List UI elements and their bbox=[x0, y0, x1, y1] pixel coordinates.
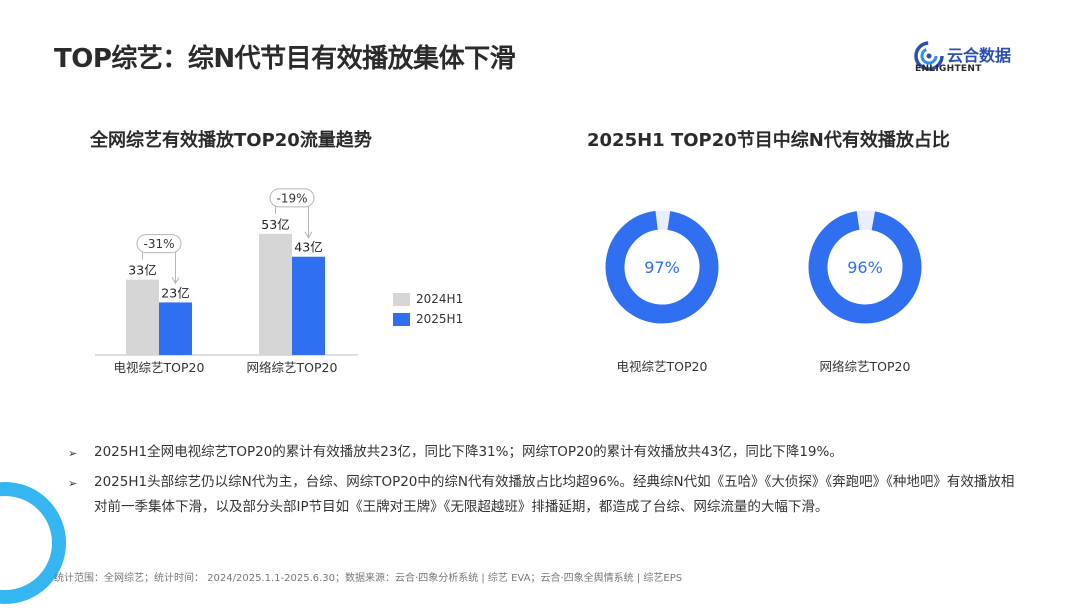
decorative-ring bbox=[0, 482, 66, 604]
legend-label: 2025H1 bbox=[416, 312, 464, 326]
legend-swatch-blue bbox=[393, 312, 410, 326]
donut-category-label: 网络综艺TOP20 bbox=[820, 359, 911, 374]
summary-bullets: ➢ 2025H1全网电视综艺TOP20的累计有效播放共23亿，同比下降31%；网… bbox=[68, 440, 1018, 524]
bullet-text: 2025H1头部综艺仍以综N代为主，台综、网综TOP20中的综N代有效播放占比均… bbox=[94, 474, 1015, 515]
bullet-arrow-icon: ➢ bbox=[68, 477, 78, 490]
category-tick-label: 电视综艺TOP20 bbox=[114, 360, 205, 375]
bar-2024H1-1 bbox=[259, 233, 292, 355]
bar-value-label: 23亿 bbox=[161, 285, 189, 300]
donut-charts: 97% 电视综艺TOP20 96% 网络综艺TOP20 bbox=[605, 210, 922, 374]
bar-chart-legend: 2024H1 2025H1 bbox=[393, 292, 463, 332]
change-bubble bbox=[136, 234, 182, 254]
category-tick-label: 网络综艺TOP20 bbox=[247, 360, 338, 375]
donut-value-label: 96% bbox=[847, 258, 883, 277]
logo-name-cn: 云合数据 bbox=[947, 46, 1012, 65]
bullet-text: 2025H1全网电视综艺TOP20的累计有效播放共23亿，同比下降31%；网综T… bbox=[94, 444, 843, 460]
bar-value-label: 53亿 bbox=[261, 217, 289, 232]
legend-swatch-grey bbox=[393, 292, 410, 306]
bar-chart-title: 全网综艺有效播放TOP20流量趋势 bbox=[90, 130, 372, 151]
donut-slice-0 bbox=[605, 210, 719, 324]
bar-2025H1-0 bbox=[159, 302, 192, 355]
bar-2025H1-1 bbox=[292, 256, 325, 355]
legend-label: 2024H1 bbox=[416, 292, 464, 306]
donut-category-label: 电视综艺TOP20 bbox=[617, 359, 708, 374]
bar-value-label: 43亿 bbox=[294, 240, 322, 255]
logo-name-en: ENLIGHTENT bbox=[915, 64, 982, 74]
change-bubble bbox=[269, 188, 315, 208]
change-annotation-label: -31% bbox=[143, 237, 174, 251]
donut-value-label: 97% bbox=[644, 258, 680, 277]
bullet-item: ➢ 2025H1全网电视综艺TOP20的累计有效播放共23亿，同比下降31%；网… bbox=[68, 440, 1018, 466]
donut-chart-title: 2025H1 TOP20节目中综N代有效播放占比 bbox=[587, 130, 950, 151]
arrow-down-icon bbox=[171, 277, 180, 285]
donut-slice-1 bbox=[808, 210, 922, 324]
company-logo: 云合数据 ENLIGHTENT bbox=[913, 40, 1023, 76]
footnote: 统计范围：全网综艺；统计时间： 2024/2025.1.1-2025.6.30；… bbox=[54, 573, 683, 584]
bar-value-label: 33亿 bbox=[128, 263, 156, 278]
logo-mark-icon bbox=[914, 41, 944, 71]
bullet-arrow-icon: ➢ bbox=[68, 447, 78, 460]
bullet-item: ➢ 2025H1头部综艺仍以综N代为主，台综、网综TOP20中的综N代有效播放占… bbox=[68, 470, 1018, 520]
legend-item-2025h1: 2025H1 bbox=[393, 312, 463, 326]
arrow-down-icon bbox=[304, 231, 313, 239]
legend-item-2024h1: 2024H1 bbox=[393, 292, 463, 306]
change-annotation-label: -19% bbox=[276, 191, 307, 205]
bar-2024H1-0 bbox=[126, 279, 159, 355]
page-title: TOP综艺：综N代节目有效播放集体下滑 bbox=[54, 44, 516, 74]
